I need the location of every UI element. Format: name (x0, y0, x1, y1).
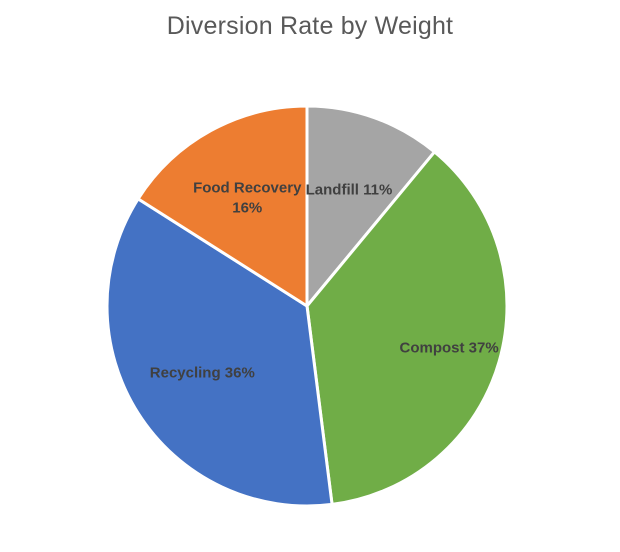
pie-slice-recycling (105, 197, 334, 508)
data-label-compost: Compost 37% (400, 339, 499, 356)
pie-slice-compost (305, 150, 509, 506)
pie-slice-landfill (305, 104, 436, 308)
data-label-recycling: Recycling 36% (150, 364, 255, 381)
data-label-landfill: Landfill 11% (306, 181, 393, 198)
data-label-food-recovery: Food Recovery 16% (193, 179, 302, 216)
chart-title: Diversion Rate by Weight (166, 12, 454, 40)
pie-slice-food-recovery (136, 104, 309, 308)
